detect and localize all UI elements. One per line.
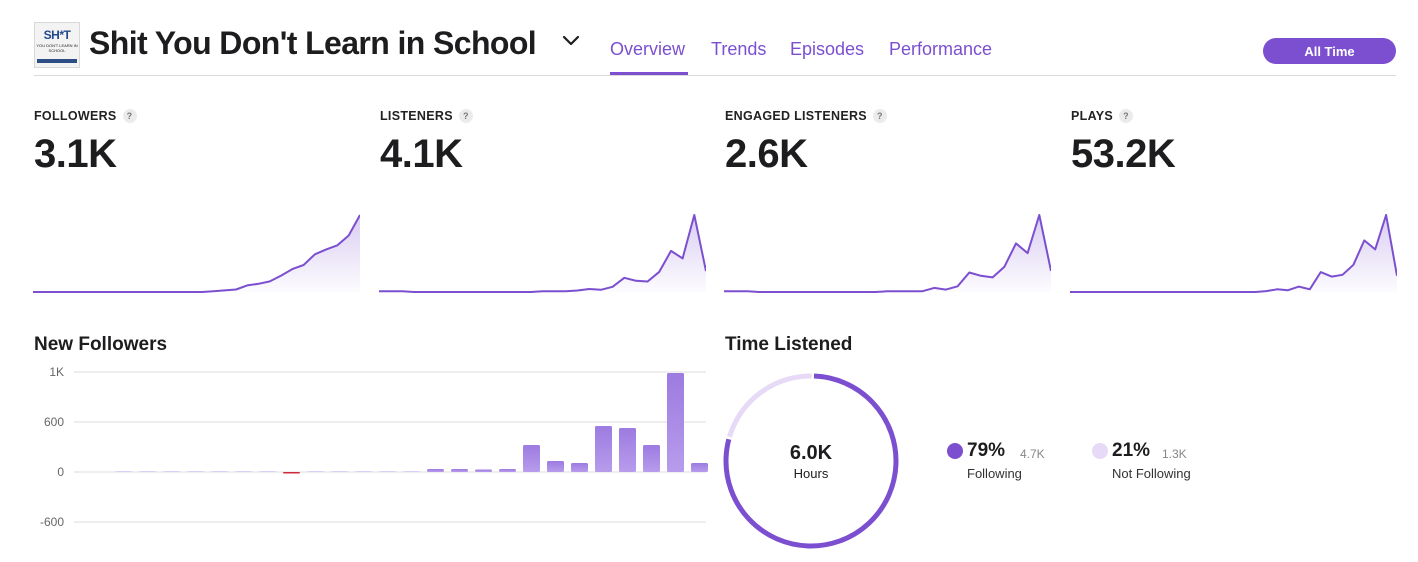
new-followers-bar: [595, 426, 612, 472]
plays-sparkline: [1070, 214, 1397, 293]
time-range-button[interactable]: All Time: [1263, 38, 1396, 64]
sparkline-area: [379, 215, 706, 292]
engaged-listeners-stat-header: ENGAGED LISTENERS?: [725, 108, 887, 124]
new-followers-bar: [187, 471, 204, 472]
new-followers-title: New Followers: [34, 334, 168, 355]
new-followers-bar: [307, 471, 324, 472]
listeners-sparkline: [379, 214, 706, 293]
tab-overview[interactable]: Overview: [610, 39, 686, 59]
active-tab-indicator: [610, 72, 688, 75]
cover-footer-bar: [37, 59, 77, 63]
new-followers-bar: [211, 471, 228, 472]
time-listened-unit: Hours: [793, 466, 829, 481]
y-tick-label: -600: [40, 515, 64, 529]
new-followers-bar: [403, 471, 420, 472]
following-legend-dot: [947, 443, 963, 459]
new-followers-bar: [523, 445, 540, 472]
followers-label: FOLLOWERS: [34, 109, 117, 123]
new-followers-bar: [451, 469, 468, 472]
followers-stat-header: FOLLOWERS?: [34, 108, 137, 124]
time-listened-title: Time Listened: [725, 334, 853, 355]
followers-value: 3.1K: [34, 132, 117, 176]
listeners-stat-header: LISTENERS?: [380, 108, 473, 124]
new-followers-bar: [115, 471, 132, 472]
new-followers-bar: [475, 469, 492, 472]
not-following-label: Not Following: [1112, 466, 1191, 481]
plays-stat-header: PLAYS?: [1071, 108, 1134, 124]
new-followers-bar: [571, 463, 588, 472]
new-followers-bar: [283, 472, 300, 474]
new-followers-bar: [691, 463, 708, 472]
following-label: Following: [967, 466, 1022, 481]
new-followers-bar: [355, 471, 372, 472]
new-followers-bar: [427, 469, 444, 472]
tab-episodes[interactable]: Episodes: [790, 39, 865, 59]
sparkline-line: [379, 214, 706, 293]
show-title[interactable]: Shit You Don't Learn in School: [89, 25, 537, 61]
new-followers-bar: [667, 373, 684, 472]
y-tick-label: 0: [57, 465, 64, 479]
tab-trends[interactable]: Trends: [711, 39, 767, 59]
not-following-legend-dot: [1092, 443, 1108, 459]
podcast-cover-art: SH*T YOU DON'T LEARN IN SCHOOL: [34, 22, 80, 68]
help-icon[interactable]: ?: [122, 109, 137, 123]
sparkline-area: [33, 215, 360, 292]
new-followers-bar: [163, 471, 180, 472]
new-followers-bar: [379, 471, 396, 472]
cover-title-text: SH*T: [43, 28, 71, 42]
listeners-value: 4.1K: [380, 132, 463, 176]
y-tick-label: 1K: [49, 365, 64, 379]
engaged-listeners-sparkline: [724, 214, 1051, 293]
sparkline-line: [724, 214, 1051, 293]
chevron-down-icon[interactable]: [561, 34, 581, 48]
y-tick-label: 600: [44, 415, 64, 429]
help-icon[interactable]: ?: [458, 109, 473, 123]
time-listened-total: 6.0K: [789, 442, 833, 464]
new-followers-bar: [619, 428, 636, 472]
cover-subtitle-text: YOU DON'T LEARN IN SCHOOL: [36, 43, 78, 53]
new-followers-bar: [139, 471, 156, 472]
sparkline-area: [1070, 215, 1397, 292]
plays-label: PLAYS: [1071, 109, 1114, 123]
following-count: 4.7K: [1020, 447, 1045, 461]
following-percent: 79%: [967, 440, 1006, 461]
not-following-percent: 21%: [1112, 440, 1151, 461]
new-followers-bar: [547, 461, 564, 472]
new-followers-bar: [331, 471, 348, 472]
engaged-listeners-value: 2.6K: [725, 132, 808, 176]
new-followers-bar: [259, 471, 276, 472]
new-followers-bar-chart: 1K 600 0 -600: [40, 365, 708, 529]
engaged-listeners-label: ENGAGED LISTENERS: [725, 109, 867, 123]
sparkline-area: [724, 215, 1051, 292]
sparkline-line: [33, 214, 360, 293]
plays-value: 53.2K: [1071, 132, 1176, 176]
help-icon[interactable]: ?: [872, 109, 887, 123]
new-followers-bar: [235, 471, 252, 472]
not-following-count: 1.3K: [1162, 447, 1187, 461]
header-divider: [34, 75, 1396, 76]
new-followers-bar: [643, 445, 660, 472]
sparkline-line: [1070, 214, 1397, 293]
time-listened-donut: [723, 373, 899, 549]
new-followers-bar: [499, 469, 516, 472]
help-icon[interactable]: ?: [1119, 109, 1134, 123]
followers-sparkline: [33, 214, 360, 293]
tab-performance[interactable]: Performance: [889, 39, 993, 59]
listeners-label: LISTENERS: [380, 109, 453, 123]
